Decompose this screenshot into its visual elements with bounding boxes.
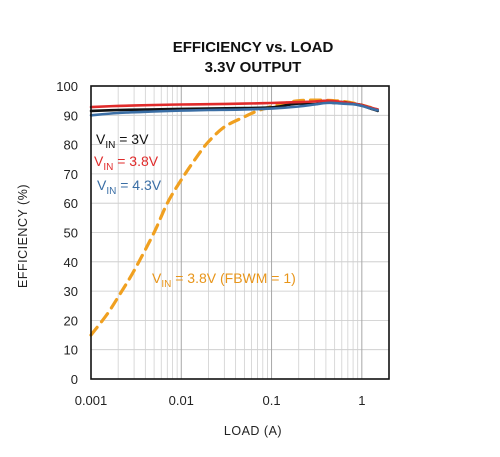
x-tick-label: 0.1: [263, 393, 281, 408]
annotation-vin-3-8v: VIN = 3.8V: [94, 153, 159, 173]
annotation-vin-4-3v: VIN = 4.3V: [97, 177, 162, 197]
x-tick-label: 1: [358, 393, 365, 408]
y-tick-label: 10: [64, 343, 78, 358]
y-tick-label: 70: [64, 167, 78, 182]
y-tick-label: 100: [56, 79, 78, 94]
tick-labels: 0 10 20 30 40 50 60 70 80 90 100 0.001 0.01 0.1 1: [56, 79, 365, 408]
chart-title-line-1: EFFICIENCY vs. LOAD: [173, 39, 334, 56]
series-annotations: VIN = 3V VIN = 3.8V VIN = 4.3V VIN = 3.8…: [94, 131, 296, 290]
y-tick-label: 40: [64, 255, 78, 270]
grid: [90, 85, 390, 380]
y-tick-label: 80: [64, 138, 78, 153]
annotation-vin-3v: VIN = 3V: [96, 131, 149, 151]
plot-area-frame: [90, 85, 390, 380]
y-tick-label: 60: [64, 196, 78, 211]
series-line-2: [89, 101, 379, 117]
x-axis-title: LOAD (A): [224, 424, 282, 438]
annotation-vin-3-8v-fbwm: VIN = 3.8V (FBWM = 1): [152, 270, 296, 290]
y-tick-label: 50: [64, 226, 78, 241]
chart-title-line-2: 3.3V OUTPUT: [205, 59, 302, 76]
y-axis-title: EFFICIENCY (%): [16, 184, 30, 288]
series-lines: [89, 98, 379, 337]
y-tick-label: 90: [64, 108, 78, 123]
x-tick-label: 0.01: [169, 393, 194, 408]
x-tick-label: 0.001: [75, 393, 108, 408]
y-tick-label: 20: [64, 313, 78, 328]
y-tick-label: 0: [71, 372, 78, 387]
y-tick-label: 30: [64, 284, 78, 299]
